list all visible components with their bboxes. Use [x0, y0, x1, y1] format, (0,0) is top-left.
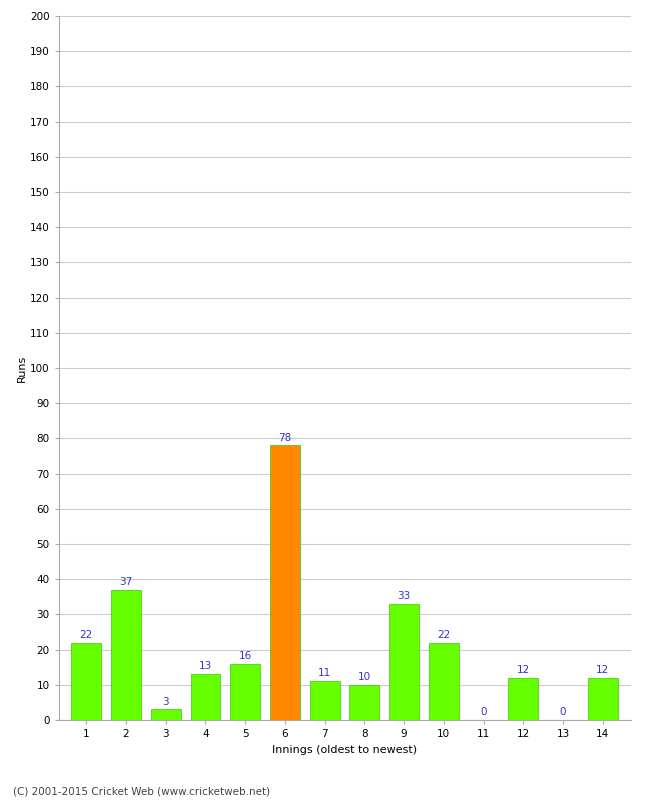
Bar	[72, 642, 101, 720]
Bar	[230, 664, 260, 720]
Text: 12: 12	[596, 665, 609, 675]
Bar	[111, 590, 141, 720]
Bar	[310, 682, 339, 720]
Bar	[389, 604, 419, 720]
Bar	[151, 710, 181, 720]
Text: 78: 78	[278, 433, 292, 442]
Bar	[588, 678, 618, 720]
Y-axis label: Runs: Runs	[17, 354, 27, 382]
Text: 37: 37	[120, 577, 133, 587]
Text: 10: 10	[358, 672, 371, 682]
Text: 11: 11	[318, 669, 332, 678]
Text: 22: 22	[437, 630, 450, 640]
Text: 3: 3	[162, 697, 169, 706]
Text: 16: 16	[239, 651, 252, 661]
Bar	[190, 674, 220, 720]
Bar	[350, 685, 379, 720]
Text: 0: 0	[480, 707, 487, 717]
Text: 33: 33	[397, 591, 411, 601]
Text: 22: 22	[80, 630, 93, 640]
Text: (C) 2001-2015 Cricket Web (www.cricketweb.net): (C) 2001-2015 Cricket Web (www.cricketwe…	[13, 786, 270, 796]
Bar	[429, 642, 459, 720]
Text: 13: 13	[199, 662, 212, 671]
Text: 12: 12	[517, 665, 530, 675]
Bar	[508, 678, 538, 720]
Text: 0: 0	[560, 707, 566, 717]
X-axis label: Innings (oldest to newest): Innings (oldest to newest)	[272, 745, 417, 754]
Bar	[270, 446, 300, 720]
